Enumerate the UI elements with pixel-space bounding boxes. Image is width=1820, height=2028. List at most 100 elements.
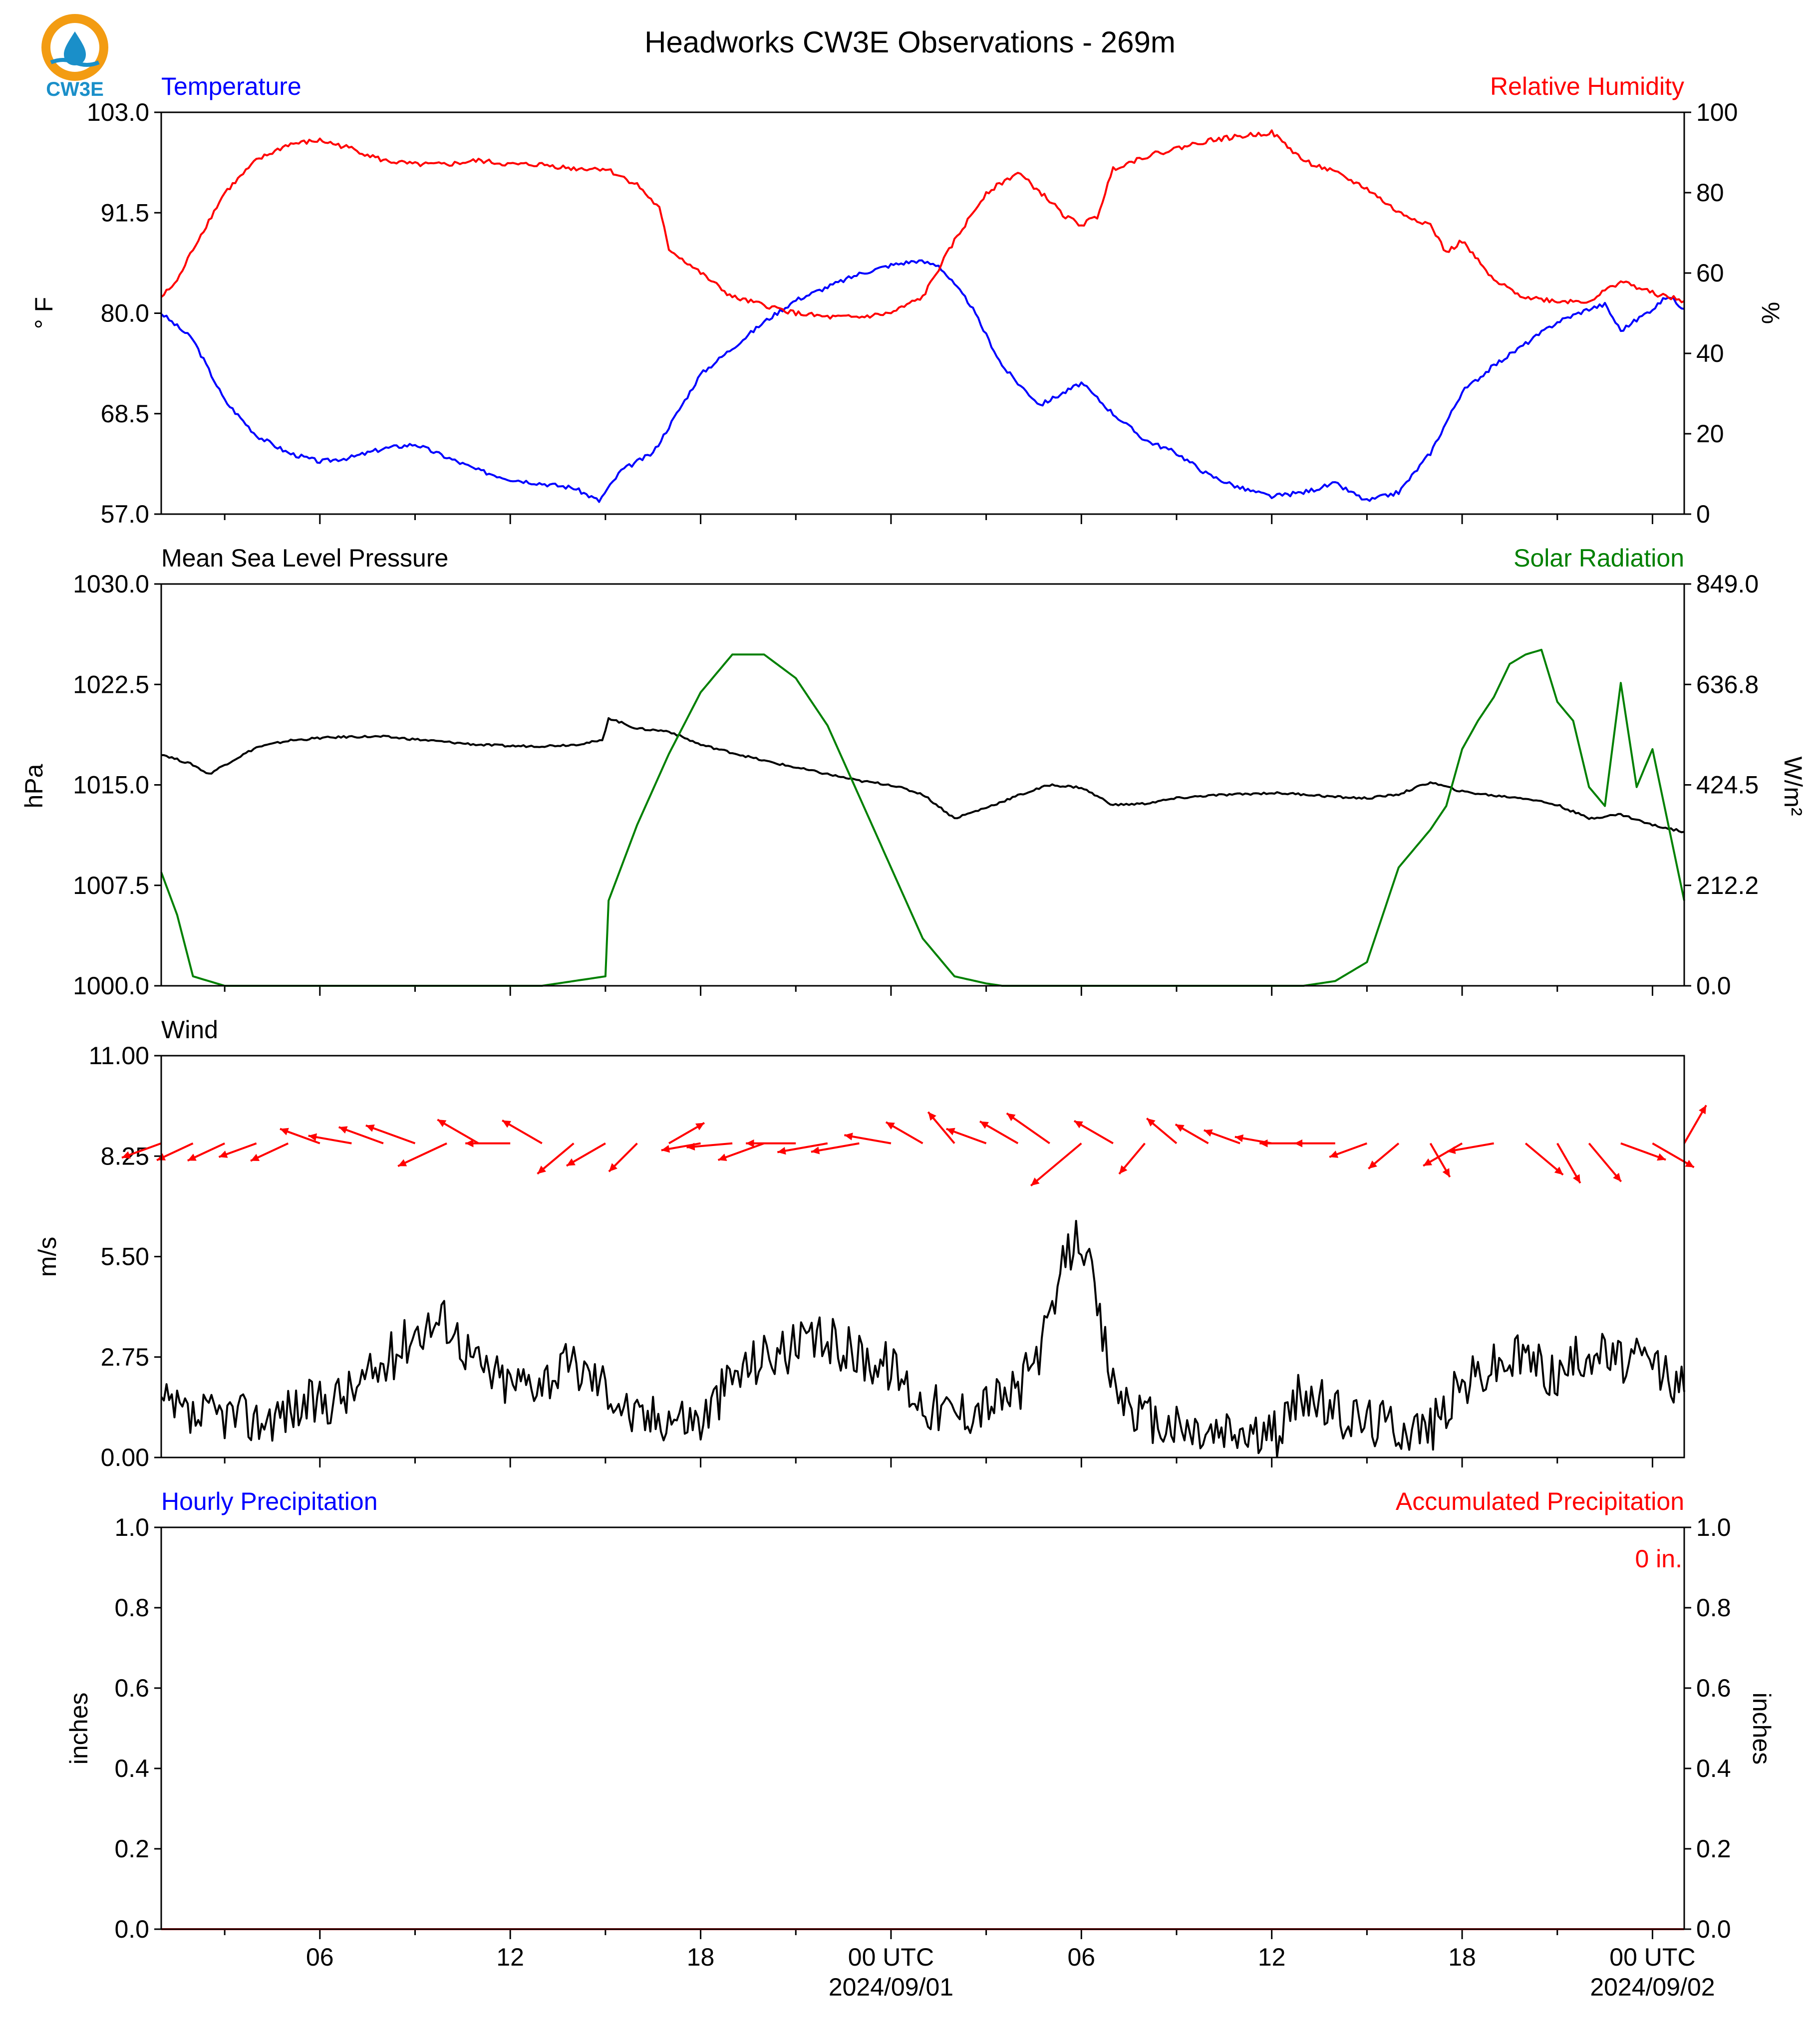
wind-arrow	[250, 1142, 289, 1162]
wind-arrow	[885, 1121, 923, 1145]
right-ytick-label: 0.4	[1696, 1754, 1731, 1782]
pressure-label: Mean Sea Level Pressure	[161, 544, 448, 572]
wind-arrow	[927, 1111, 955, 1144]
wind-arrow	[1073, 1120, 1114, 1145]
series-line-wind-speed	[160, 1220, 1685, 1458]
pressure-solar-frame	[160, 583, 1685, 987]
wind-arrow	[280, 1128, 320, 1145]
cw3e-logo: CW3E	[41, 14, 108, 100]
accum-precip-label: Accumulated Precipitation	[1396, 1487, 1684, 1515]
wind-arrow	[308, 1133, 352, 1145]
wind-arrow	[502, 1119, 543, 1145]
temperature-label: Temperature	[161, 72, 302, 100]
panel-temp-rh: Temperature Relative Humidity ° F % 57.0…	[30, 72, 1785, 528]
wind-arrow	[1329, 1142, 1368, 1158]
precip-left-unit-label: inches	[65, 1693, 93, 1765]
wind-unit-label: m/s	[33, 1237, 61, 1277]
left-ytick-label: 103.0	[87, 98, 149, 126]
wind-arrow	[156, 1142, 194, 1161]
wind-arrow	[218, 1142, 257, 1158]
wind-arrow	[537, 1143, 575, 1175]
humidity-label: Relative Humidity	[1490, 72, 1684, 100]
figure-title: Headworks CW3E Observations - 269m	[644, 25, 1176, 59]
xtick-label: 06	[1068, 1943, 1096, 1971]
xtick-label: 12	[1258, 1943, 1286, 1971]
wind-arrow	[1006, 1112, 1050, 1145]
right-ytick-label: 0.2	[1696, 1835, 1731, 1863]
wind-arrow	[437, 1119, 479, 1145]
wind-arrow	[746, 1139, 796, 1148]
wind-arrow	[338, 1126, 384, 1145]
xtick-date-label: 2024/09/01	[829, 1973, 953, 2001]
accum-precip-value: 0 in.	[1635, 1545, 1682, 1573]
wind-arrow	[465, 1139, 511, 1148]
wind-arrow	[1556, 1143, 1581, 1184]
right-ytick-label: 60	[1696, 259, 1724, 287]
right-ytick-label: 1.0	[1696, 1513, 1731, 1541]
wind-frame	[160, 1055, 1685, 1458]
rh-unit-label: %	[1757, 302, 1785, 324]
panel-pressure-solar: Mean Sea Level Pressure Solar Radiation …	[20, 544, 1807, 1000]
xtick-date-label: 2024/09/02	[1590, 1973, 1715, 2001]
right-ytick-label: 20	[1696, 420, 1724, 448]
panel-precip: Hourly Precipitation Accumulated Precipi…	[65, 1487, 1776, 1943]
wind-arrow	[187, 1142, 225, 1162]
left-ytick-label: 0.0	[114, 1915, 149, 1943]
right-ytick-label: 40	[1696, 339, 1724, 367]
right-ytick-label: 80	[1696, 179, 1724, 207]
wind-arrow	[608, 1143, 638, 1172]
series-line-relative-humidity	[160, 129, 1685, 320]
left-ytick-label: 0.6	[114, 1674, 149, 1702]
temp-rh-frame	[160, 111, 1685, 515]
wind-arrow	[365, 1124, 416, 1145]
right-ytick-label: 212.2	[1696, 871, 1759, 899]
right-ytick-label: 0.0	[1696, 1915, 1731, 1943]
wind-arrow	[686, 1142, 733, 1151]
pressure-unit-label: hPa	[20, 764, 48, 808]
wind-arrow	[1683, 1105, 1707, 1144]
right-ytick-label: 0.6	[1696, 1674, 1731, 1702]
wind-arrow	[1588, 1143, 1622, 1182]
series-line-mean-sea-level-pressure	[161, 717, 1685, 834]
xtick-label: 00 UTC	[848, 1943, 934, 1971]
series-line-temperature	[160, 259, 1685, 503]
wind-arrow	[1204, 1129, 1240, 1145]
wind-arrow	[1030, 1143, 1082, 1187]
left-ytick-label: 0.4	[114, 1754, 149, 1782]
left-ytick-label: 0.8	[114, 1594, 149, 1622]
right-ytick-label: 424.5	[1696, 771, 1759, 799]
wind-arrow	[1620, 1142, 1666, 1161]
wind-arrow	[979, 1120, 1019, 1145]
xtick-label: 00 UTC	[1609, 1943, 1695, 1971]
left-ytick-label: 1015.0	[73, 771, 149, 799]
right-ytick-label: 0	[1696, 500, 1710, 528]
wind-arrow	[1423, 1142, 1463, 1167]
left-ytick-label: 68.5	[101, 400, 149, 428]
wind-arrow	[1429, 1143, 1451, 1178]
wind-arrow	[1175, 1123, 1209, 1145]
right-ytick-label: 636.8	[1696, 670, 1759, 698]
left-ytick-label: 1007.5	[73, 871, 149, 899]
wind-arrow	[1146, 1117, 1178, 1145]
solar-unit-label: W/m²	[1779, 756, 1807, 816]
left-ytick-label: 1030.0	[73, 570, 149, 598]
logo-wave-icon	[50, 58, 100, 67]
xtick-label: 12	[496, 1943, 524, 1971]
logo-ring	[41, 14, 108, 81]
wind-arrow	[1118, 1143, 1146, 1175]
wind-arrow	[811, 1142, 860, 1155]
xtick-label: 18	[687, 1943, 715, 1971]
wind-label: Wind	[161, 1016, 218, 1044]
right-ytick-label: 100	[1696, 98, 1738, 126]
wind-arrow	[397, 1142, 447, 1167]
wind-arrow	[668, 1122, 705, 1145]
series-line-solar-radiation	[160, 648, 1685, 987]
left-ytick-label: 1022.5	[73, 670, 149, 698]
wind-arrow	[566, 1142, 606, 1167]
wind-arrow	[1524, 1143, 1564, 1176]
left-ytick-label: 57.0	[101, 500, 149, 528]
logo-drop-icon	[64, 31, 86, 65]
wind-arrow	[1447, 1142, 1494, 1155]
logo-text: CW3E	[46, 78, 104, 100]
